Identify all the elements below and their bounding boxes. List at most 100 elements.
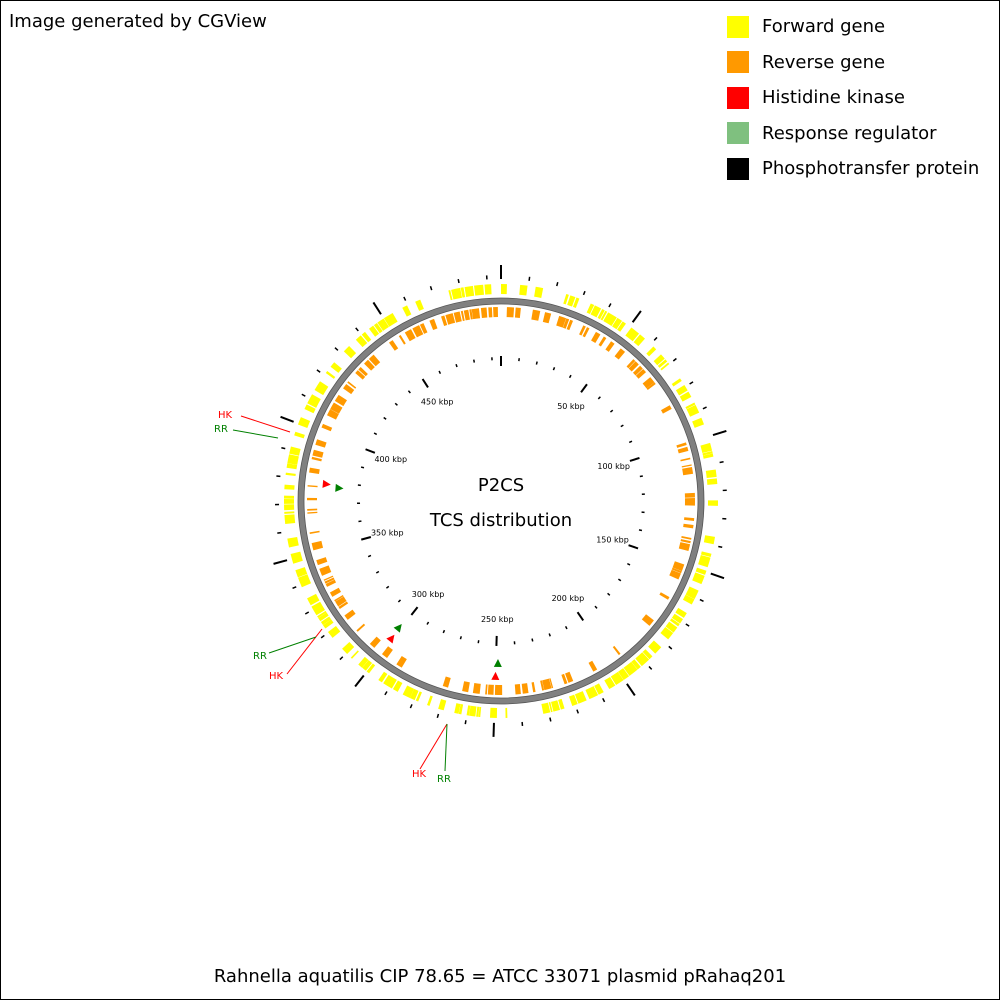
outer-tick [631, 310, 642, 323]
reverse-gene [307, 485, 318, 488]
reverse-gene [531, 309, 541, 321]
forward-gene [361, 331, 372, 343]
forward-gene [567, 295, 576, 307]
ruler-minor-tick [407, 390, 411, 394]
outer-tick [339, 656, 344, 661]
reverse-gene [488, 307, 493, 318]
reverse-gene [442, 676, 451, 688]
ruler-label: 400 kbp [374, 455, 407, 464]
outer-tick [273, 559, 288, 565]
outer-tick [718, 545, 723, 549]
hk-callout-line [286, 628, 323, 675]
reverse-gene [462, 681, 470, 693]
reverse-gene [669, 569, 681, 580]
ruler-label: 350 kbp [371, 528, 404, 537]
reverse-gene [565, 671, 574, 683]
forward-gene [642, 649, 653, 660]
outer-tick-marks [273, 265, 727, 737]
reverse-gene [319, 565, 332, 576]
forward-gene [685, 586, 699, 600]
forward-gene [362, 660, 373, 671]
outer-tick [301, 393, 306, 397]
forward-gene [702, 451, 713, 456]
legend-swatch-phosphotransfer-protein [727, 157, 749, 180]
forward-gene [466, 705, 471, 716]
ruler-minor-tick [568, 374, 572, 379]
forward-gene [330, 362, 342, 373]
reverse-gene [494, 684, 503, 695]
reverse-gene [355, 370, 366, 380]
forward-gene [618, 668, 630, 680]
reverse-gene [307, 497, 318, 501]
reverse-gene [641, 614, 654, 626]
outer-tick [710, 572, 725, 580]
ruler-minor-tick [552, 367, 556, 371]
reverse-gene [680, 539, 691, 544]
outer-tick [712, 429, 727, 437]
forward-gene [501, 284, 507, 295]
ruler-minor-tick [620, 424, 624, 428]
reverse-gene [369, 636, 381, 648]
outer-tick [403, 296, 407, 301]
forward-gene [298, 574, 312, 588]
forward-gene [594, 683, 604, 695]
forward-gene [660, 362, 670, 371]
reverse-gene [683, 523, 694, 529]
ruler-major-tick [360, 536, 372, 541]
forward-gene [671, 613, 684, 624]
ruler-minor-tick [564, 625, 568, 630]
forward-gene [284, 514, 296, 525]
outer-tick [602, 697, 606, 703]
forward-gene [706, 478, 718, 485]
forward-gene [478, 706, 482, 718]
forward-gene [304, 404, 316, 414]
forward-gene [290, 551, 303, 564]
forward-gene [327, 625, 341, 638]
ruler-minor-tick [367, 554, 372, 558]
forward-gene [692, 417, 705, 428]
forward-gene [294, 431, 305, 439]
outer-tick [672, 357, 677, 362]
forward-gene [325, 370, 336, 379]
reverse-gene [562, 318, 570, 329]
reverse-gene-track [307, 307, 695, 695]
forward-gene [318, 612, 329, 622]
outer-tick [316, 369, 321, 373]
reverse-gene [660, 405, 672, 414]
forward-gene [707, 500, 718, 506]
forward-gene [505, 707, 508, 718]
outer-tick [436, 713, 440, 719]
forward-gene [458, 704, 464, 715]
reverse-gene [605, 341, 615, 352]
reverse-gene [326, 409, 339, 420]
outer-tick [528, 276, 531, 281]
forward-gene [665, 621, 678, 633]
forward-gene [284, 498, 295, 504]
reverse-gene [356, 623, 366, 632]
center-subtitle: TCS distribution [429, 510, 572, 531]
forward-gene [610, 671, 624, 685]
reverse-gene [506, 307, 515, 318]
reverse-gene [672, 561, 685, 572]
ruler-minor-tick [617, 578, 622, 582]
forward-gene [342, 641, 355, 654]
reverse-gene [588, 660, 598, 672]
forward-gene [438, 699, 447, 711]
forward-gene [551, 700, 561, 712]
ruler-minor-tick [442, 629, 446, 634]
forward-gene [311, 601, 325, 616]
reverse-gene [396, 655, 407, 668]
forward-gene [705, 469, 717, 478]
reverse-gene [579, 325, 586, 336]
reverse-gene [307, 511, 318, 514]
reverse-gene [323, 575, 334, 581]
reverse-gene [680, 457, 691, 462]
outer-tick [372, 301, 382, 315]
reverse-gene [514, 684, 521, 695]
outer-tick [277, 531, 282, 534]
ruler-minor-tick [628, 440, 633, 444]
ruler-labels: 50 kbp 100 kbp 150 kbp 200 kbp 250 kbp 300 kb… [371, 398, 630, 624]
forward-gene [648, 640, 662, 654]
